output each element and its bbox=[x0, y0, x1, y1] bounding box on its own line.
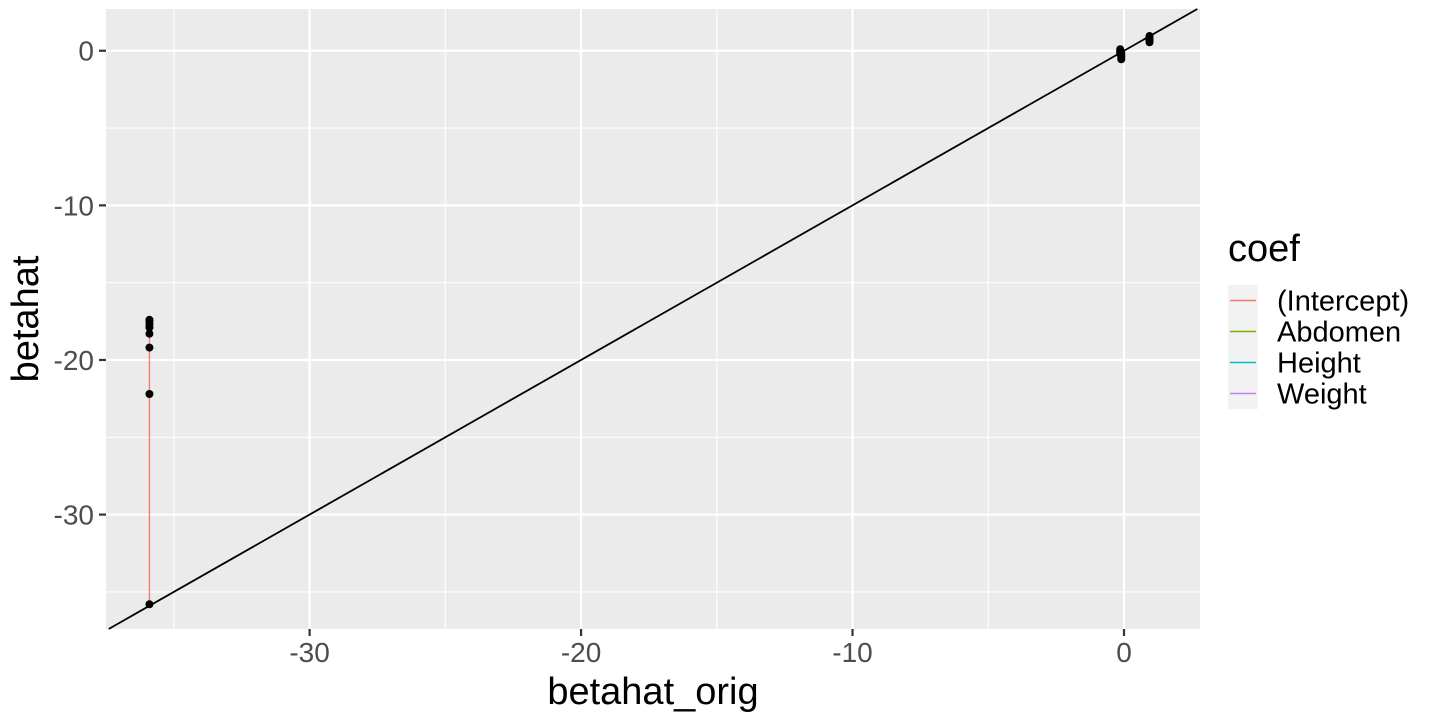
data-point bbox=[145, 600, 154, 609]
y-tick-label: -10 bbox=[54, 190, 94, 221]
y-tick-label: -20 bbox=[54, 345, 94, 376]
major-gridlines bbox=[106, 9, 1200, 629]
data-point bbox=[145, 315, 154, 324]
legend-label: Abdomen bbox=[1277, 317, 1401, 349]
legend-label: Height bbox=[1277, 348, 1361, 380]
data-points bbox=[145, 32, 1154, 609]
legend-title: coef bbox=[1228, 228, 1300, 270]
minor-gridlines bbox=[106, 9, 1200, 629]
data-point bbox=[145, 329, 154, 338]
x-tick-label: 0 bbox=[1116, 637, 1132, 668]
data-point bbox=[1145, 32, 1154, 41]
y-tick-label: 0 bbox=[78, 36, 94, 67]
y-tick-label: -30 bbox=[54, 500, 94, 531]
identity-line bbox=[108, 8, 1198, 630]
identity-reference-line bbox=[108, 8, 1198, 630]
y-axis-ticks: 0 -10 -20 -30 bbox=[54, 36, 106, 531]
x-axis-ticks: -30 -20 -10 0 bbox=[289, 629, 1132, 668]
x-tick-label: -20 bbox=[561, 637, 601, 668]
x-tick-label: -10 bbox=[832, 637, 872, 668]
y-axis-title: betahat bbox=[5, 255, 47, 382]
legend-label: (Intercept) bbox=[1277, 286, 1409, 318]
x-axis-title: betahat_orig bbox=[547, 671, 758, 713]
legend-label: Weight bbox=[1277, 379, 1367, 411]
data-point bbox=[145, 389, 154, 398]
data-point bbox=[1116, 45, 1125, 54]
data-point bbox=[145, 343, 154, 352]
x-tick-label: -30 bbox=[289, 637, 329, 668]
